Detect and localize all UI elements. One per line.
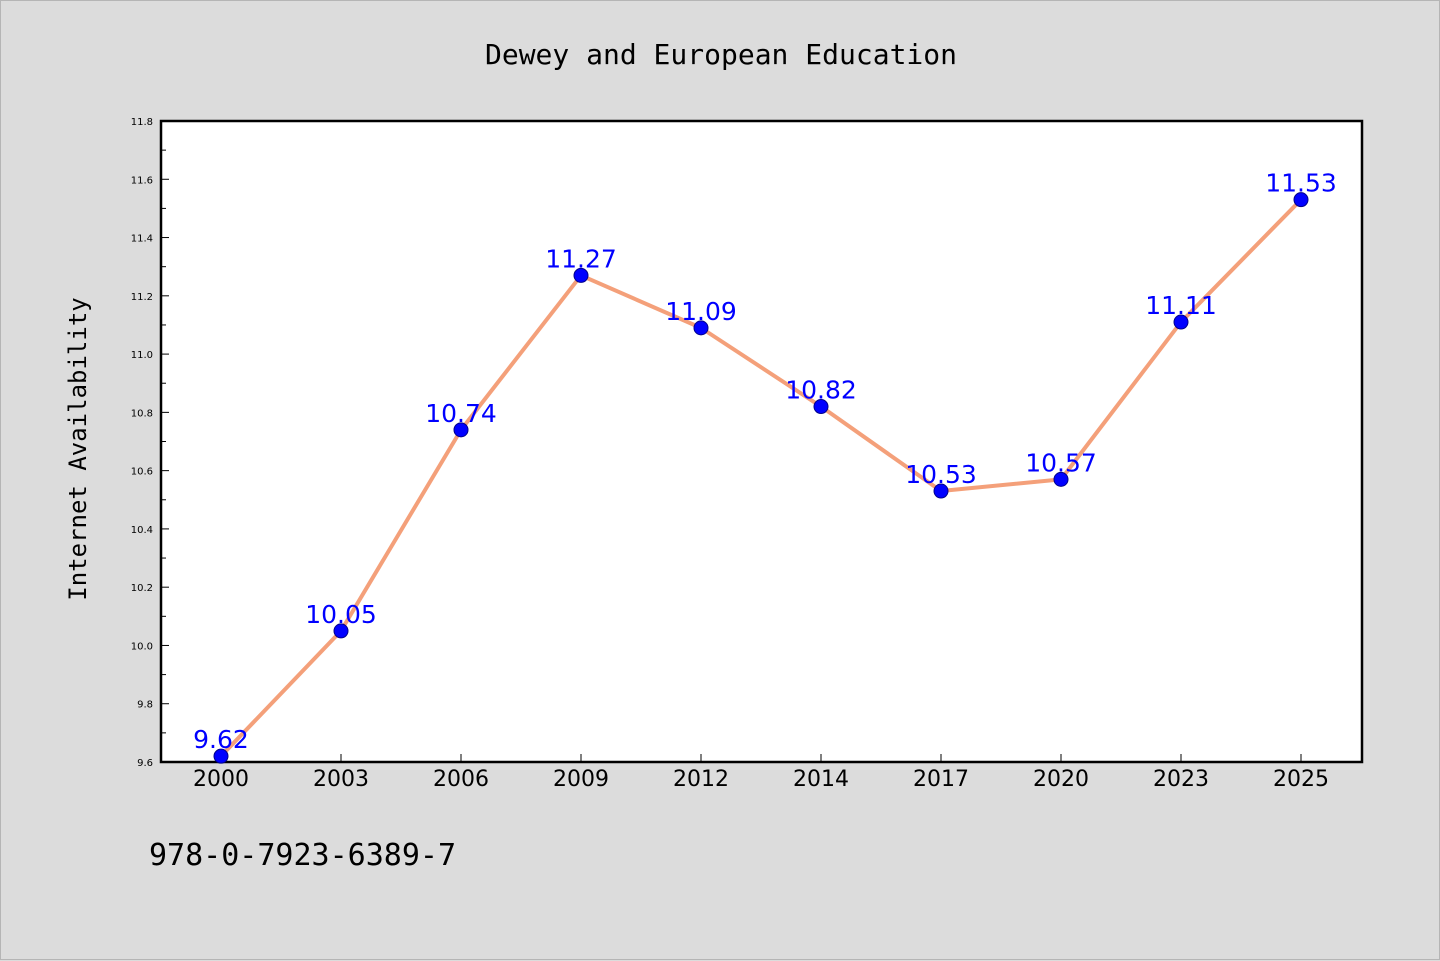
data-point: [213, 748, 229, 764]
data-point: [453, 422, 469, 438]
series-line: [219, 197, 1303, 759]
y-tick-label: 11.8: [131, 117, 153, 128]
data-label: 10.57: [1025, 448, 1097, 477]
x-tick-label: 2006: [433, 767, 489, 792]
y-tick-label: 11.2: [131, 292, 153, 303]
x-axis-ticks: 2000 2003 2006 2009 2012 2014 2017 2020 2023 2025: [193, 754, 1329, 792]
data-label: 10.53: [905, 460, 977, 489]
data-label: 11.11: [1145, 291, 1217, 320]
y-axis-ticks: 9.6 9.8 10.0 10.2 10.4 10.6 10.8 11.0 11.2 11.4 11…: [131, 117, 169, 769]
data-point: [693, 320, 709, 336]
data-label: 11.09: [665, 297, 737, 326]
y-tick-label: 10.6: [131, 467, 153, 478]
data-label: 10.74: [425, 399, 497, 428]
x-tick-label: 2003: [313, 767, 369, 792]
data-point: [1053, 471, 1069, 487]
y-tick-label: 10.4: [131, 525, 153, 536]
x-tick-label: 2017: [913, 767, 969, 792]
x-tick-label: 2025: [1273, 767, 1329, 792]
y-tick-label: 10.0: [131, 641, 153, 652]
y-tick-label: 10.2: [131, 583, 153, 594]
data-point: [1293, 192, 1309, 208]
y-tick-label: 11.6: [131, 175, 153, 186]
data-label: 11.53: [1265, 169, 1337, 198]
y-tick-label: 9.8: [137, 700, 153, 711]
y-tick-label: 11.0: [131, 350, 153, 361]
data-label: 10.82: [785, 376, 857, 405]
data-label: 11.27: [545, 244, 617, 273]
y-tick-label: 10.8: [131, 408, 153, 419]
data-label: 9.62: [193, 725, 249, 754]
x-tick-label: 2000: [193, 767, 249, 792]
x-tick-label: 2009: [553, 767, 609, 792]
x-tick-label: 2023: [1153, 767, 1209, 792]
y-tick-label: 11.4: [131, 234, 153, 245]
y-tick-label: 9.6: [137, 758, 153, 769]
x-tick-label: 2012: [673, 767, 729, 792]
chart-title: Dewey and European Education: [485, 38, 957, 71]
data-label: 10.05: [305, 600, 377, 629]
data-point: [813, 399, 829, 415]
plot-area: [159, 119, 1364, 764]
data-point: [573, 267, 589, 283]
y-axis-label: Internet Availability: [64, 297, 92, 600]
data-labels: 9.62 10.05 10.74 11.27 11.09 10.82 10.53 10.57 1…: [193, 169, 1337, 755]
x-tick-label: 2014: [793, 767, 849, 792]
data-point: [1173, 314, 1189, 330]
data-point: [933, 483, 949, 499]
x-tick-label: 2020: [1033, 767, 1089, 792]
series-lines: [219, 197, 1303, 759]
footnote-isbn: 978-0-7923-6389-7: [149, 838, 456, 873]
data-point: [333, 623, 349, 639]
series-markers: [213, 192, 1309, 764]
